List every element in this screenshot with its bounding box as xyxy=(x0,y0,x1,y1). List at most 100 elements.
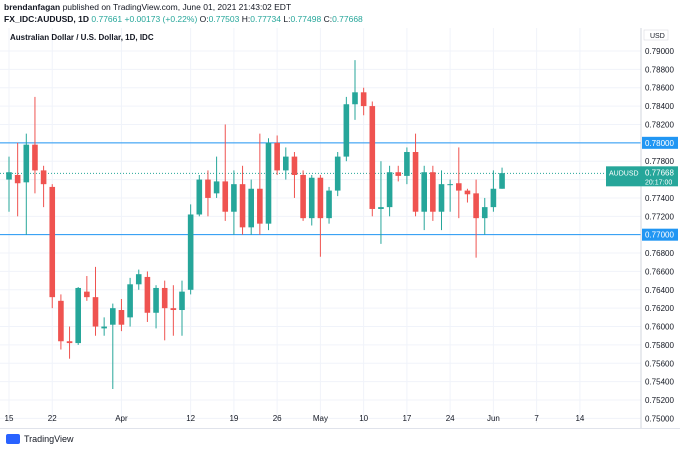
candle-body xyxy=(317,177,324,219)
y-tick-label: 0.78600 xyxy=(645,84,674,93)
x-tick-label: 19 xyxy=(229,414,238,423)
candle-body xyxy=(404,152,410,176)
price-change: +0.00173 (+0.22%) xyxy=(124,14,198,24)
candle-body xyxy=(248,188,254,228)
candle-body xyxy=(179,291,185,311)
candle-body xyxy=(308,177,315,219)
candle-body xyxy=(291,156,298,175)
candle-body xyxy=(456,183,462,191)
last-price-time: 20:17:00 xyxy=(645,179,672,186)
ohlc-line: FX_IDC:AUDUSD, 1D 0.77661 +0.00173 (+0.2… xyxy=(4,14,363,24)
candle-body xyxy=(144,276,151,313)
high-value: 0.77734 xyxy=(250,14,281,24)
x-tick-label: Jun xyxy=(487,414,500,423)
candle-body xyxy=(464,190,471,195)
x-tick-label: 7 xyxy=(534,414,539,423)
candle-body xyxy=(161,287,168,309)
candle-body xyxy=(58,300,64,342)
symbol-line: FX_IDC:AUDUSD, 1D xyxy=(4,14,90,24)
y-tick-label: 0.78400 xyxy=(645,102,674,111)
candle-body xyxy=(92,297,99,327)
last-price-value: 0.77668 xyxy=(645,168,674,177)
y-tick-label: 0.75400 xyxy=(645,378,674,387)
y-tick-label: 0.76800 xyxy=(645,249,674,258)
level-label: 0.78000 xyxy=(645,139,674,148)
candle-body xyxy=(49,186,56,298)
y-tick-label: 0.75800 xyxy=(645,341,674,350)
candle-body xyxy=(430,172,436,212)
published-text: published on TradingView.com, June 01, 2… xyxy=(62,2,292,12)
candle-body xyxy=(386,172,393,208)
y-tick-label: 0.77400 xyxy=(645,194,674,203)
chart-title: Australian Dollar / U.S. Dollar, 1D, IDC xyxy=(10,33,154,42)
last-price-symbol-bg xyxy=(606,166,642,187)
candle-body xyxy=(170,308,177,311)
candle-body xyxy=(438,184,445,212)
author-name[interactable]: brendanfagan xyxy=(4,2,61,12)
candle-body xyxy=(23,144,30,183)
candle-body xyxy=(239,184,246,228)
candle-body xyxy=(6,172,12,180)
candle-body xyxy=(187,214,194,290)
candle-body xyxy=(326,190,332,219)
x-tick-label: Apr xyxy=(115,414,128,423)
candle-body xyxy=(40,170,47,185)
candle-body xyxy=(481,207,488,219)
candle-body xyxy=(213,181,220,194)
tradingview-icon xyxy=(6,434,20,444)
time-axis[interactable]: 15 22 Apr 12 19 26 May 10 17 24 Jun 7 14 xyxy=(5,414,585,423)
candle-body xyxy=(257,188,263,224)
last-price-symbol: AUDUSD xyxy=(609,170,639,177)
candle-body xyxy=(499,173,505,189)
publish-line: brendanfagan published on TradingView.co… xyxy=(4,2,291,12)
y-tick-label: 0.75600 xyxy=(645,359,674,368)
candle-body xyxy=(352,92,358,105)
y-tick-label: 0.75200 xyxy=(645,396,674,405)
low-value: 0.77498 xyxy=(290,14,322,24)
level-label-bg xyxy=(642,136,678,149)
candle-body xyxy=(205,179,211,198)
axis-labels: 0.78000 0.77000 AUDUSD 0.77668 20:17:00 USD xyxy=(606,29,678,241)
y-tick-label: 0.78200 xyxy=(645,120,674,129)
brand-name: TradingView xyxy=(24,434,74,444)
candle-body xyxy=(66,341,73,344)
candle-body xyxy=(153,287,159,313)
candle-body xyxy=(378,207,384,209)
tradingview-logo[interactable]: TradingView xyxy=(6,434,74,444)
candle-body xyxy=(343,104,350,157)
last-price: 0.77661 xyxy=(91,14,123,24)
candle-body xyxy=(222,181,229,212)
candle-body xyxy=(473,193,479,219)
x-tick-label: 10 xyxy=(359,414,368,423)
x-tick-label: 26 xyxy=(273,414,282,423)
unit-label-bg xyxy=(643,29,669,41)
candle-body xyxy=(334,156,341,191)
candle-body xyxy=(231,184,237,212)
candlestick-chart[interactable]: 0.79000 0.78800 0.78600 0.78400 0.78200 0.780… xyxy=(0,28,680,428)
y-tick-label: 0.79000 xyxy=(645,47,674,56)
candle-body xyxy=(196,179,203,215)
candle-body xyxy=(395,172,402,176)
x-tick-label: 12 xyxy=(186,414,195,423)
level-label-bg xyxy=(642,228,678,241)
candle-body xyxy=(101,326,107,329)
candles-layer xyxy=(6,60,505,390)
candle-body xyxy=(274,142,280,171)
candle-body xyxy=(32,144,38,171)
candle-body xyxy=(300,174,306,219)
level-label: 0.77000 xyxy=(645,231,674,240)
candle-body xyxy=(360,92,367,107)
candle-body xyxy=(421,172,427,212)
y-tick-label: 0.75000 xyxy=(645,414,674,423)
candle-body xyxy=(84,291,90,298)
y-tick-label: 0.76400 xyxy=(645,286,674,295)
last-price-value-bg xyxy=(642,166,678,187)
y-tick-label: 0.78800 xyxy=(645,65,674,74)
y-tick-label: 0.76600 xyxy=(645,267,674,276)
open-value: 0.77503 xyxy=(208,14,240,24)
candle-body xyxy=(369,106,376,209)
close-value: 0.77668 xyxy=(332,14,363,24)
y-tick-label: 0.76000 xyxy=(645,323,674,332)
candle-body xyxy=(412,152,419,212)
candle-body xyxy=(135,274,142,285)
